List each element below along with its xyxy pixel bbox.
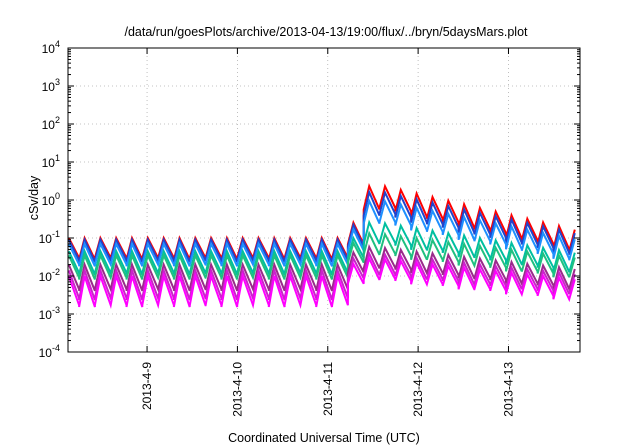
y-tick-label: 102 xyxy=(42,115,60,132)
y-tick-label: 10-3 xyxy=(39,305,60,322)
y-tick-label: 100 xyxy=(42,191,60,208)
y-tick-label: 101 xyxy=(42,153,60,170)
x-axis: 2013-4-9 2013-4-10 2013-4-11 2013-4-12 2013-… xyxy=(140,48,515,417)
series-line xyxy=(67,219,576,276)
y-axis: 10-4 10-3 10-2 10-1 100 101 102 103 104 xyxy=(39,39,580,360)
y-tick-label: 10-4 xyxy=(39,343,60,360)
series-line xyxy=(67,255,576,310)
grid xyxy=(68,48,580,352)
x-tick-label: 2013-4-12 xyxy=(411,362,425,417)
y-tick-label: 103 xyxy=(42,77,60,94)
x-tick-label: 2013-4-10 xyxy=(230,362,244,417)
y-tick-label: 104 xyxy=(42,39,60,56)
x-tick-label: 2013-4-13 xyxy=(501,362,515,417)
x-tick-label: 2013-4-11 xyxy=(321,362,335,416)
y-tick-label: 10-1 xyxy=(39,229,60,246)
series-line xyxy=(67,189,576,263)
series-line xyxy=(67,243,576,293)
x-axis-label: Coordinated Universal Time (UTC) xyxy=(228,431,420,445)
series-line xyxy=(67,250,576,302)
chart-title: /data/run/goesPlots/archive/2013-04-13/1… xyxy=(124,25,528,39)
series-group xyxy=(67,182,576,310)
x-tick-label: 2013-4-9 xyxy=(140,362,154,410)
series-line xyxy=(67,197,576,268)
series-line xyxy=(67,230,576,281)
y-tick-label: 10-2 xyxy=(39,267,60,284)
y-axis-label: cSv/day xyxy=(27,175,41,220)
